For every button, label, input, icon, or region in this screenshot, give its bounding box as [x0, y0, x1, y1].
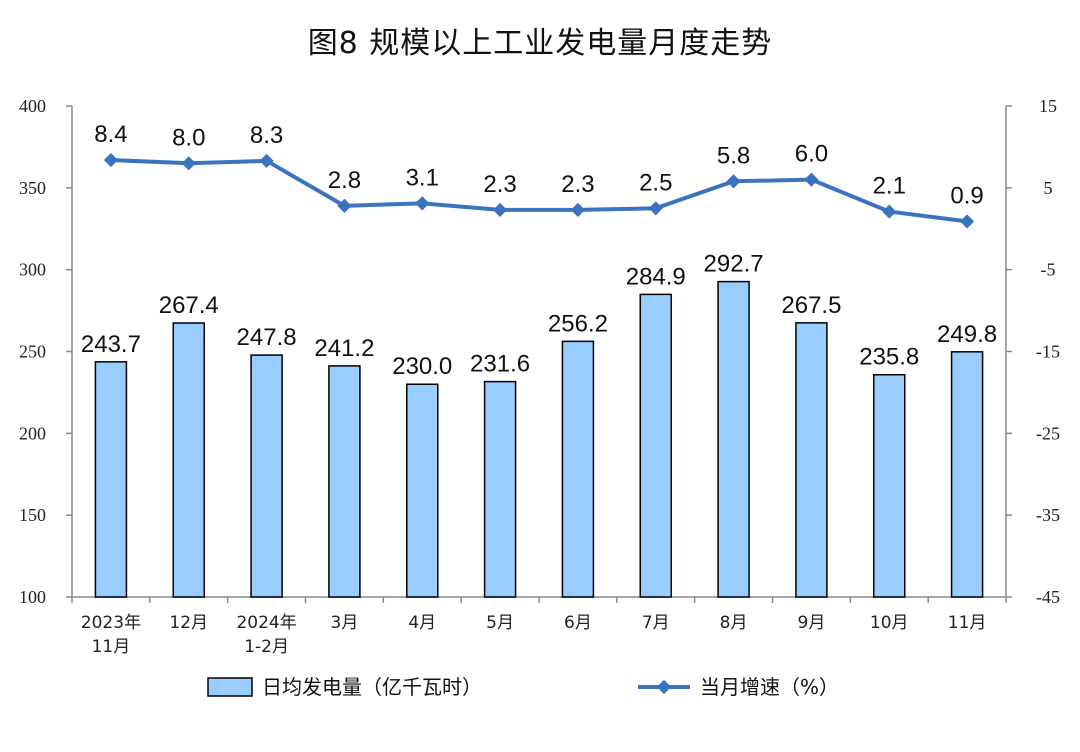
- x-tick-label: 11月: [948, 613, 987, 633]
- x-tick-label: 7月: [642, 613, 670, 633]
- legend-label-bar: 日均发电量（亿千瓦时）: [262, 675, 482, 699]
- line-point: [726, 174, 741, 189]
- right-tick-label: -35: [1036, 505, 1060, 525]
- line-point: [570, 202, 585, 217]
- chart-title: 图8 规模以上工业发电量月度走势: [307, 26, 773, 61]
- bar-value-label: 249.8: [937, 321, 997, 348]
- x-tick-label: 1-2月: [244, 637, 289, 657]
- legend-label-line: 当月增速（%）: [700, 675, 839, 699]
- right-tick-label: -25: [1036, 423, 1060, 443]
- bar: [406, 383, 439, 598]
- line-value-label: 8.3: [250, 122, 283, 149]
- line-point: [337, 198, 352, 213]
- bar-value-label: 230.0: [392, 353, 452, 380]
- line-point: [259, 153, 274, 168]
- right-tick-label: -45: [1036, 587, 1060, 607]
- left-tick-label: 150: [19, 505, 46, 525]
- line-value-label: 5.8: [717, 142, 750, 169]
- growth-line: [110, 158, 968, 224]
- bar-value-label: 235.8: [859, 344, 919, 371]
- line-value-label: 8.4: [94, 121, 127, 148]
- bar-value-label: 241.2: [314, 335, 374, 362]
- x-tick-label: 9月: [798, 613, 826, 633]
- bar: [795, 322, 828, 598]
- x-tick-label: 5月: [486, 613, 514, 633]
- bar: [950, 351, 984, 598]
- bar: [250, 354, 283, 598]
- line-value-label: 6.0: [795, 141, 828, 168]
- bar-value-label: 243.7: [81, 331, 141, 358]
- line-value-label: 2.8: [328, 167, 361, 194]
- legend-swatch-bar: [207, 677, 253, 697]
- bar-value-label: 231.6: [470, 351, 530, 378]
- line-value-label: 2.3: [561, 171, 594, 198]
- line-value-label: 8.0: [172, 124, 205, 151]
- line-value-label: 3.1: [406, 164, 439, 191]
- bar: [94, 361, 128, 598]
- bar-series: [94, 280, 984, 598]
- bar-value-label: 256.2: [548, 310, 608, 337]
- line-point: [415, 196, 430, 211]
- axes: 400 350 300 250 200 150 100 15 5 -5 -15 -25 -35 -45 20…: [19, 96, 1060, 657]
- left-tick-label: 300: [19, 260, 46, 280]
- line-point: [181, 156, 196, 171]
- bar-value-label: 267.5: [781, 292, 841, 319]
- x-tick-label: 2024年: [236, 613, 296, 633]
- right-tick-label: 15: [1039, 96, 1057, 116]
- line-value-label: 2.3: [483, 171, 516, 198]
- bar: [639, 293, 672, 598]
- bar: [717, 280, 750, 598]
- right-tick-label: -15: [1036, 342, 1060, 362]
- bar: [561, 340, 595, 598]
- line-point: [804, 172, 819, 187]
- data-labels: 243.7 267.4 247.8 241.2 230.0 231.6 256.2 284.9…: [81, 121, 997, 380]
- legend: 日均发电量（亿千瓦时） 当月增速（%）: [207, 675, 839, 699]
- x-tick-label: 12月: [169, 613, 208, 633]
- bar-value-label: 267.4: [159, 292, 219, 319]
- line-point: [960, 214, 975, 229]
- bar-value-label: 247.8: [237, 324, 297, 351]
- line-point: [493, 202, 508, 217]
- bar-value-label: 292.7: [704, 251, 764, 278]
- x-tick-label: 6月: [564, 613, 592, 633]
- right-tick-label: 5: [1044, 178, 1053, 198]
- line-value-label: 0.9: [950, 182, 983, 209]
- line-value-label: 2.5: [639, 169, 672, 196]
- left-tick-label: 250: [19, 342, 46, 362]
- left-tick-label: 200: [19, 423, 46, 443]
- left-tick-label: 400: [19, 96, 46, 116]
- line-series: [103, 152, 975, 229]
- bar: [328, 365, 361, 598]
- bar: [172, 322, 205, 598]
- line-point: [882, 204, 897, 219]
- x-tick-label: 10月: [870, 613, 909, 633]
- line-point: [103, 152, 118, 168]
- x-tick-label: 4月: [408, 613, 436, 633]
- bar: [873, 373, 906, 598]
- left-tick-label: 100: [19, 587, 46, 607]
- legend-swatch-marker: [656, 679, 672, 695]
- bar-value-label: 284.9: [626, 263, 686, 290]
- right-tick-label: -5: [1041, 260, 1056, 280]
- x-tick-label: 2023年: [81, 613, 141, 633]
- left-tick-label: 350: [19, 178, 46, 198]
- bar: [483, 380, 517, 598]
- x-tick-label: 8月: [720, 613, 748, 633]
- x-tick-label: 11月: [92, 637, 131, 657]
- line-point: [648, 201, 663, 216]
- x-tick-label: 3月: [331, 613, 359, 633]
- line-value-label: 2.1: [873, 173, 906, 200]
